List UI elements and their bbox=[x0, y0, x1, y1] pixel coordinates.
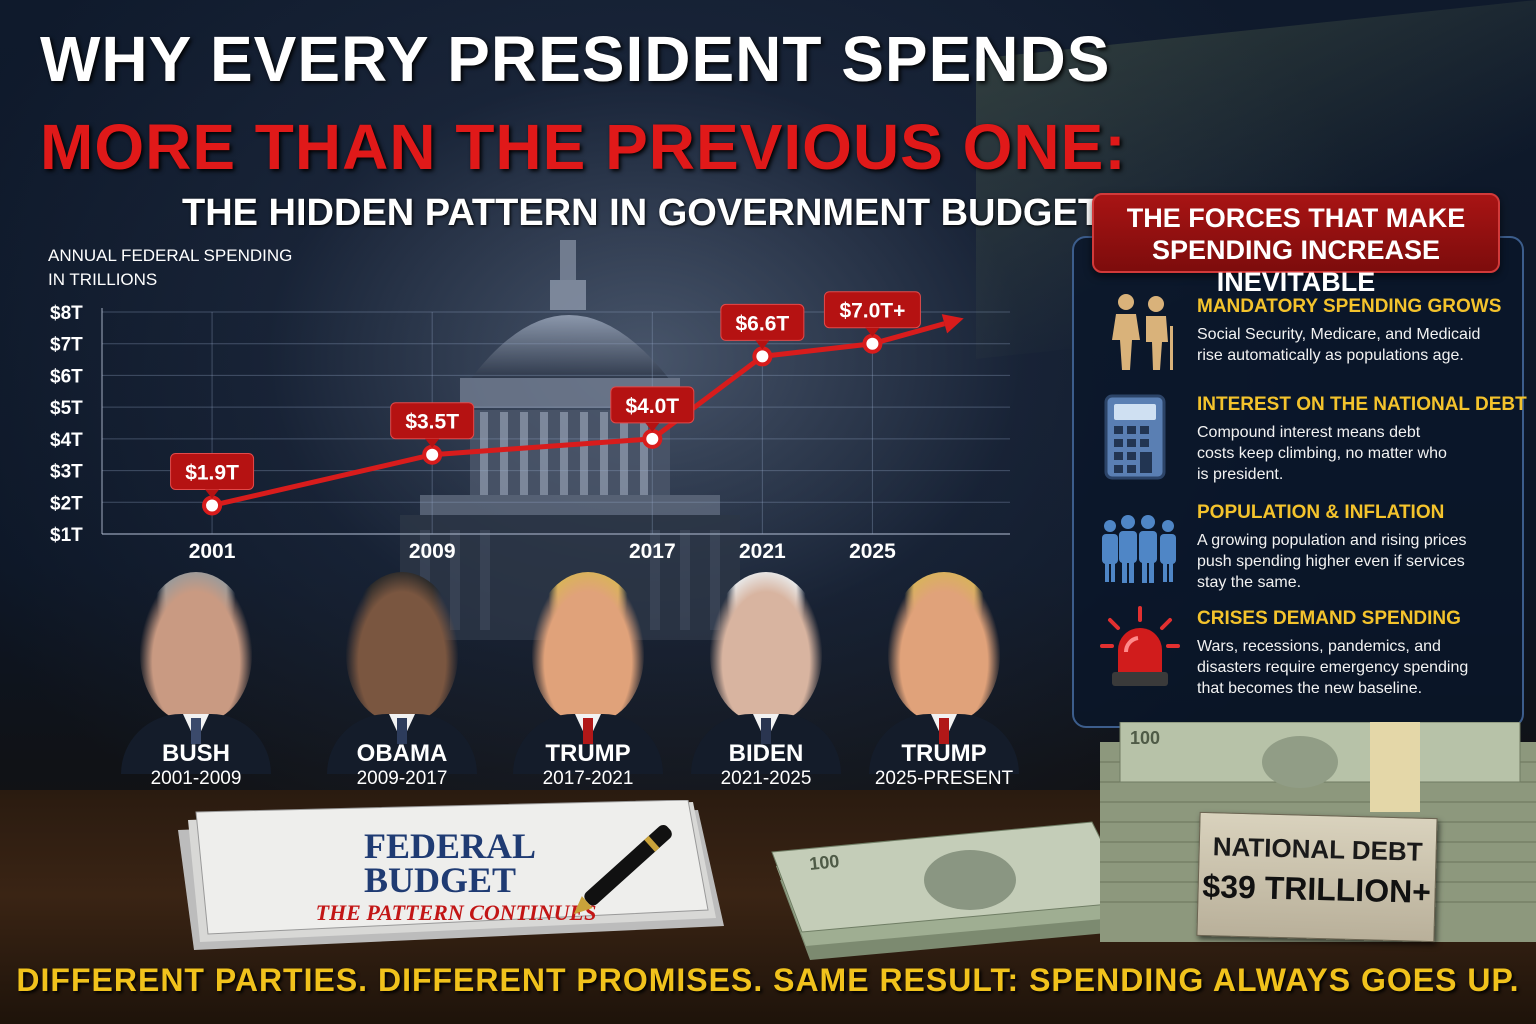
data-label-pointer bbox=[645, 422, 660, 432]
y-tick-label: $4T bbox=[50, 430, 83, 451]
data-point bbox=[642, 428, 663, 449]
title-line-1: WHY EVERY PRESIDENT SPENDS bbox=[40, 23, 1111, 95]
x-tick-label: 2001 bbox=[189, 540, 236, 563]
national-debt-value: $39 TRILLION+ bbox=[1202, 868, 1432, 910]
x-tick-label: 2025 bbox=[849, 540, 896, 563]
subtitle: THE HIDDEN PATTERN IN GOVERNMENT BUDGETS bbox=[182, 192, 1127, 234]
president-card: BIDEN 2021-2025 bbox=[691, 572, 841, 790]
pen-icon bbox=[573, 824, 672, 915]
president-portrait bbox=[710, 572, 822, 722]
president-portrait bbox=[140, 572, 252, 722]
president-name: TRUMP bbox=[901, 740, 987, 767]
x-tick-label: 2009 bbox=[409, 540, 456, 563]
series-points bbox=[202, 333, 883, 516]
president-portrait bbox=[888, 572, 1000, 722]
spending-line-chart: $1T $2T $3T $4T $5T $6T $7T $8T 2001 2009 2017 202… bbox=[50, 291, 1010, 563]
calculator-icon bbox=[1104, 394, 1166, 480]
data-label-pointer bbox=[425, 438, 440, 448]
force-title: POPULATION & INFLATION bbox=[1197, 502, 1445, 523]
svg-text:100: 100 bbox=[1130, 728, 1160, 748]
data-label-pointer bbox=[755, 340, 770, 350]
data-label: $7.0T+ bbox=[839, 300, 905, 323]
elderly-couple-icon bbox=[1112, 294, 1173, 370]
y-tick-label: $7T bbox=[50, 335, 83, 356]
force-description: A growing population and rising prices p… bbox=[1197, 532, 1467, 591]
data-label: $6.6T bbox=[736, 312, 790, 335]
federal-budget-papers: FEDERAL BUDGET THE PATTERN CONTINUES bbox=[178, 800, 724, 950]
y-tick-label: $6T bbox=[50, 366, 83, 387]
president-portrait bbox=[532, 572, 644, 722]
x-axis-ticks: 2001 2009 2017 2021 2025 bbox=[189, 540, 896, 563]
national-debt-card: NATIONAL DEBT $39 TRILLION+ bbox=[1196, 811, 1438, 943]
y-axis-label-line-1: ANNUAL FEDERAL SPENDING bbox=[48, 246, 293, 265]
president-name: TRUMP bbox=[545, 740, 631, 767]
president-suit bbox=[869, 714, 1019, 774]
forces-header-line-1: THE FORCES THAT MAKE bbox=[1126, 203, 1466, 233]
title-line-2: MORE THAN THE PREVIOUS ONE: bbox=[40, 111, 1127, 183]
president-term-years: 2009-2017 bbox=[356, 768, 448, 789]
data-point bbox=[752, 346, 773, 367]
data-point bbox=[422, 444, 443, 465]
president-name: BUSH bbox=[161, 740, 230, 767]
x-tick-label: 2021 bbox=[739, 540, 786, 563]
president-card: TRUMP 2017-2021 bbox=[513, 572, 663, 790]
svg-text:100: 100 bbox=[808, 851, 840, 874]
paper-tagline: THE PATTERN CONTINUES bbox=[316, 900, 597, 925]
president-portrait bbox=[346, 572, 458, 722]
data-label-pointer bbox=[865, 327, 880, 337]
president-term-years: 2001-2009 bbox=[150, 768, 242, 789]
president-term-years: 2025-PRESENT bbox=[874, 768, 1014, 789]
president-name: BIDEN bbox=[728, 740, 804, 767]
y-tick-label: $8T bbox=[50, 303, 83, 324]
data-point bbox=[862, 333, 883, 354]
cash-pile: 100 bbox=[771, 821, 1140, 960]
president-term-years: 2017-2021 bbox=[542, 768, 634, 789]
force-title: CRISES DEMAND SPENDING bbox=[1197, 608, 1461, 629]
force-description: Wars, recessions, pandemics, and disaste… bbox=[1197, 638, 1469, 697]
siren-icon bbox=[1100, 606, 1180, 686]
y-tick-label: $1T bbox=[50, 525, 83, 546]
series-line bbox=[211, 314, 964, 508]
forces-panel-header: THE FORCES THAT MAKE SPENDING INCREASE I… bbox=[1092, 193, 1500, 297]
y-axis-label-line-2: IN TRILLIONS bbox=[48, 270, 158, 289]
y-tick-label: $3T bbox=[50, 462, 83, 483]
force-description: Social Security, Medicare, and Medicaid … bbox=[1197, 326, 1481, 364]
forces-header-line-2: SPENDING INCREASE INEVITABLE bbox=[1151, 235, 1441, 297]
paper-title-federal: FEDERAL bbox=[364, 826, 536, 866]
y-tick-label: $2T bbox=[50, 493, 83, 514]
force-title: INTEREST ON THE NATIONAL DEBT bbox=[1197, 394, 1527, 415]
paper-title-budget: BUDGET bbox=[364, 860, 516, 900]
data-label: $3.5T bbox=[405, 411, 459, 434]
capitol-building-illustration bbox=[400, 240, 740, 640]
president-card: TRUMP 2025-PRESENT bbox=[869, 572, 1019, 790]
population-icon bbox=[1102, 515, 1176, 583]
spending-line bbox=[211, 321, 946, 508]
trend-arrow-head bbox=[941, 314, 964, 334]
x-tick-label: 2017 bbox=[629, 540, 676, 563]
national-debt-label: NATIONAL DEBT bbox=[1212, 831, 1424, 867]
president-name: OBAMA bbox=[356, 740, 448, 767]
data-label-pointer bbox=[205, 489, 220, 499]
president-card: OBAMA 2009-2017 bbox=[327, 572, 477, 790]
president-term-years: 2021-2025 bbox=[720, 768, 812, 789]
footer-tagline: DIFFERENT PARTIES. DIFFERENT PROMISES. S… bbox=[16, 962, 1520, 998]
force-description: Compound interest means debt costs keep … bbox=[1197, 424, 1447, 483]
data-point bbox=[202, 495, 223, 516]
y-tick-label: $5T bbox=[50, 398, 83, 419]
data-labels: $1.9T $3.5T $4.0T $6.6T $7.0T+ bbox=[170, 291, 921, 499]
force-title: MANDATORY SPENDING GROWS bbox=[1197, 296, 1502, 317]
data-label: $4.0T bbox=[625, 395, 679, 418]
y-axis-ticks: $1T $2T $3T $4T $5T $6T $7T $8T bbox=[50, 303, 83, 546]
president-card: BUSH 2001-2009 bbox=[121, 572, 271, 790]
data-label: $1.9T bbox=[185, 461, 239, 484]
